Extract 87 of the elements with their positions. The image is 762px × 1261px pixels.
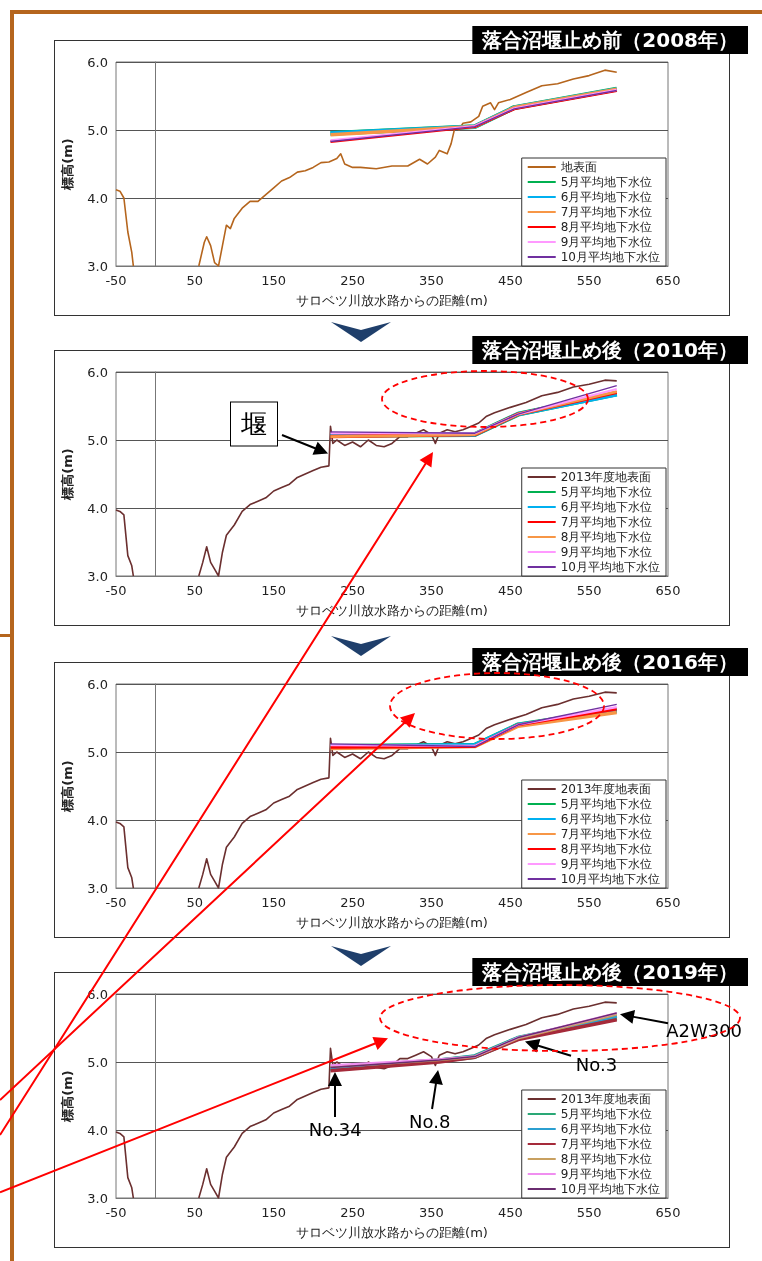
legend-label: 7月平均地下水位 <box>560 827 653 841</box>
x-tick-label: 250 <box>340 273 365 288</box>
y-tick-label: 5.0 <box>87 122 108 138</box>
legend-label: 8月平均地下水位 <box>560 1152 653 1166</box>
legend-label: 8月平均地下水位 <box>560 530 653 544</box>
x-tick-label: 50 <box>186 583 204 598</box>
legend-label: 10月平均地下水位 <box>560 1182 661 1196</box>
x-tick-label: 350 <box>419 895 444 910</box>
legend-label: 10月平均地下水位 <box>560 872 661 886</box>
x-tick-label: 650 <box>655 583 681 598</box>
legend-label: 2013年度地表面 <box>560 782 652 796</box>
y-tick-label: 5.0 <box>87 744 108 760</box>
chart-title: 落合沼堰止め後（2010年） <box>481 338 739 362</box>
x-axis-title: サロベツ川放水路からの距離(m) <box>296 915 488 930</box>
legend-label: 8月平均地下水位 <box>560 842 653 856</box>
x-tick-label: 350 <box>419 1205 444 1220</box>
legend-label: 2013年度地表面 <box>560 470 652 484</box>
x-tick-label: 550 <box>576 273 602 288</box>
legend-label: 6月平均地下水位 <box>560 500 653 514</box>
legend-label: 6月平均地下水位 <box>560 190 653 204</box>
x-tick-label: 550 <box>576 895 602 910</box>
x-tick-label: -50 <box>105 583 127 598</box>
x-tick-label: 550 <box>576 583 602 598</box>
legend-label: 8月平均地下水位 <box>560 220 653 234</box>
annotation: 堰 <box>229 401 278 447</box>
x-tick-label: 450 <box>497 583 523 598</box>
x-axis-title: サロベツ川放水路からの距離(m) <box>296 1225 488 1240</box>
x-axis-title: サロベツ川放水路からの距離(m) <box>296 293 488 308</box>
x-tick-label: 50 <box>186 273 204 288</box>
x-tick-label: 150 <box>261 1205 287 1220</box>
y-axis-title: 標高(m) <box>60 448 75 501</box>
y-axis-title: 標高(m) <box>60 1070 75 1123</box>
x-tick-label: 50 <box>186 895 204 910</box>
y-tick-label: 3.0 <box>87 880 108 896</box>
annotation: No.8 <box>409 1110 451 1132</box>
x-tick-label: -50 <box>105 273 127 288</box>
y-tick-label: 6.0 <box>87 364 108 380</box>
y-tick-label: 5.0 <box>87 432 108 448</box>
legend-label: 6月平均地下水位 <box>560 1122 653 1136</box>
legend-label: 7月平均地下水位 <box>560 205 653 219</box>
x-tick-label: 250 <box>340 1205 365 1220</box>
legend-label: 9月平均地下水位 <box>560 1167 653 1181</box>
legend-label: 6月平均地下水位 <box>560 812 653 826</box>
x-tick-label: 550 <box>576 1205 602 1220</box>
legend-label: 10月平均地下水位 <box>560 560 661 574</box>
y-tick-label: 4.0 <box>87 500 108 516</box>
legend-label: 5月平均地下水位 <box>560 1107 653 1121</box>
legend-label: 9月平均地下水位 <box>560 857 653 871</box>
x-tick-label: 150 <box>261 273 287 288</box>
legend-label: 5月平均地下水位 <box>560 797 653 811</box>
x-tick-label: 650 <box>655 273 681 288</box>
x-tick-label: 450 <box>497 1205 523 1220</box>
x-tick-label: 350 <box>419 583 444 598</box>
y-axis-title: 標高(m) <box>60 760 75 813</box>
x-tick-label: -50 <box>105 895 127 910</box>
x-tick-label: 450 <box>497 895 523 910</box>
y-axis-title: 標高(m) <box>60 138 75 191</box>
x-tick-label: 650 <box>655 895 681 910</box>
y-tick-label: 6.0 <box>87 54 108 70</box>
y-tick-label: 3.0 <box>87 258 108 274</box>
legend-label: 2013年度地表面 <box>560 1092 652 1106</box>
y-tick-label: 5.0 <box>87 1054 108 1070</box>
legend-label: 9月平均地下水位 <box>560 545 653 559</box>
x-tick-label: 250 <box>340 895 365 910</box>
legend-label: 5月平均地下水位 <box>560 175 653 189</box>
legend-label: 10月平均地下水位 <box>560 250 661 264</box>
legend-label: 7月平均地下水位 <box>560 515 653 529</box>
y-tick-label: 4.0 <box>87 1122 108 1138</box>
chart-title: 落合沼堰止め後（2016年） <box>481 650 739 674</box>
x-tick-label: 50 <box>186 1205 204 1220</box>
legend-label: 9月平均地下水位 <box>560 235 653 249</box>
legend-label: 地表面 <box>559 160 597 174</box>
y-tick-label: 6.0 <box>87 676 108 692</box>
x-tick-label: 150 <box>261 583 287 598</box>
x-tick-label: 450 <box>497 273 523 288</box>
legend-label: 7月平均地下水位 <box>560 1137 653 1151</box>
x-tick-label: 650 <box>655 1205 681 1220</box>
y-tick-label: 4.0 <box>87 812 108 828</box>
chart-title: 落合沼堰止め前（2008年） <box>481 28 739 52</box>
y-tick-label: 3.0 <box>87 568 108 584</box>
x-tick-label: 150 <box>261 895 287 910</box>
chart-title: 落合沼堰止め後（2019年） <box>481 960 739 984</box>
x-tick-label: -50 <box>105 1205 127 1220</box>
legend-label: 5月平均地下水位 <box>560 485 653 499</box>
x-tick-label: 350 <box>419 273 444 288</box>
y-tick-label: 4.0 <box>87 190 108 206</box>
y-tick-label: 3.0 <box>87 1190 108 1206</box>
